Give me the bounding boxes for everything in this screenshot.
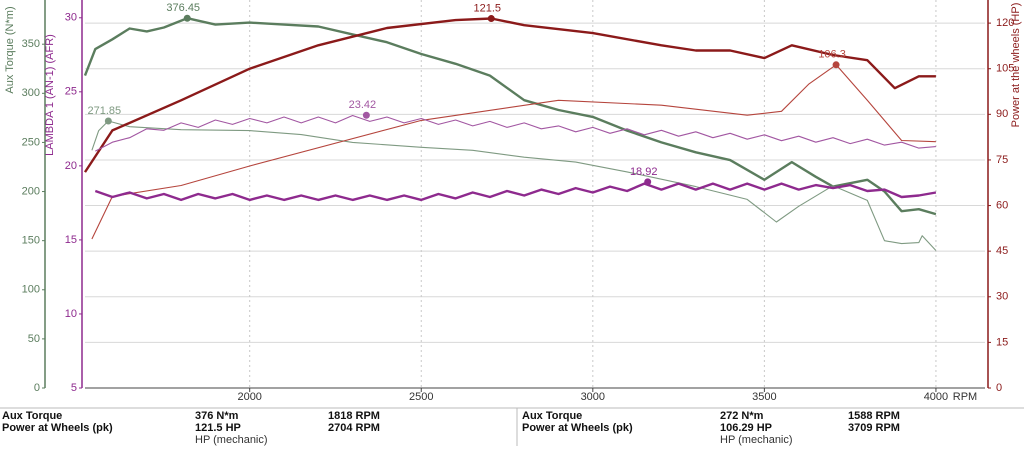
y-tick-label: 20 [65, 160, 77, 172]
y-axis-label: Aux Torque (N*m) [4, 6, 16, 93]
peak-label: 271.85 [88, 105, 122, 117]
footer-cell: Power at Wheels (pk) [522, 422, 633, 434]
peak-marker [183, 14, 191, 22]
y-tick-label: 105 [996, 63, 1014, 75]
footer-cell: Aux Torque [522, 410, 582, 422]
series-line [91, 64, 936, 240]
x-tick-label: 4000 [924, 391, 948, 403]
y-tick-label: 25 [65, 86, 77, 98]
x-tick-label: 2000 [237, 391, 261, 403]
y-tick-label: 200 [22, 185, 40, 197]
footer-cell: 376 N*m [195, 410, 239, 422]
footer-cell: Aux Torque [2, 410, 62, 422]
y-tick-label: 0 [996, 382, 1002, 394]
footer-cell: 1588 RPM [848, 410, 900, 422]
y-tick-label: 75 [996, 154, 1008, 166]
series-line [91, 120, 937, 251]
y-tick-label: 5 [71, 382, 77, 394]
footer-cell: 121.5 HP [195, 422, 241, 434]
x-axis-label: RPM [953, 391, 977, 403]
peak-label: 376.45 [166, 2, 200, 14]
y-tick-label: 45 [996, 245, 1008, 257]
x-tick-label: 3000 [581, 391, 605, 403]
y-tick-label: 300 [22, 87, 40, 99]
peak-label: 121.5 [473, 2, 501, 14]
y-tick-label: 30 [65, 12, 77, 24]
y-axis-label: LAMBDA 1 (AN-1) (AFR) [44, 34, 56, 156]
y-tick-label: 100 [22, 284, 40, 296]
footer-cell: 1818 RPM [328, 410, 380, 422]
peak-marker [487, 15, 495, 23]
y-tick-label: 150 [22, 235, 40, 247]
footer-note: HP (mechanic) [195, 434, 268, 446]
x-tick-label: 3500 [752, 391, 776, 403]
peak-label: 18.92 [630, 166, 658, 178]
y-tick-label: 10 [65, 308, 77, 320]
y-axis-label: Power at the wheels (HP) [1010, 3, 1022, 128]
footer-cell: Power at Wheels (pk) [2, 422, 113, 434]
peak-marker [362, 111, 370, 119]
peak-marker [644, 178, 652, 186]
footer-cell: 272 N*m [720, 410, 764, 422]
peak-marker [104, 117, 112, 125]
y-tick-label: 90 [996, 108, 1008, 120]
y-tick-label: 250 [22, 136, 40, 148]
series-line [83, 17, 936, 173]
series-line [83, 17, 937, 216]
footer-cell: 106.29 HP [720, 422, 772, 434]
footer-note: HP (mechanic) [720, 434, 793, 446]
series-line [94, 182, 937, 202]
y-tick-label: 350 [22, 38, 40, 50]
y-tick-label: 30 [996, 291, 1008, 303]
y-tick-label: 120 [996, 17, 1014, 29]
y-tick-label: 15 [996, 336, 1008, 348]
y-tick-label: 60 [996, 199, 1008, 211]
y-tick-label: 0 [34, 382, 40, 394]
footer-cell: 2704 RPM [328, 422, 380, 434]
peak-label: 23.42 [349, 99, 377, 111]
series-line [95, 114, 936, 152]
y-tick-label: 15 [65, 234, 77, 246]
footer-cell: 3709 RPM [848, 422, 900, 434]
x-tick-label: 2500 [409, 391, 433, 403]
peak-marker [832, 61, 840, 69]
y-tick-label: 50 [28, 333, 40, 345]
peak-label: 106.3 [818, 49, 846, 61]
